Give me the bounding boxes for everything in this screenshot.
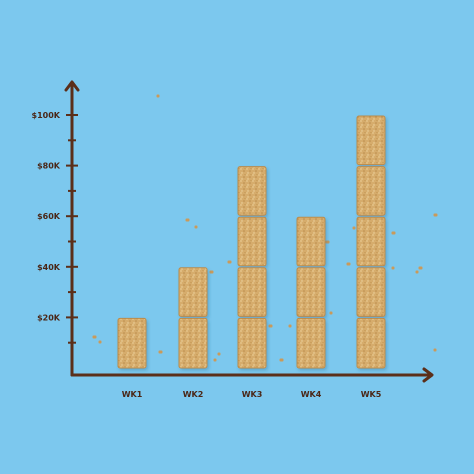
crumb bbox=[288, 324, 292, 328]
crumb bbox=[194, 225, 198, 229]
crumb bbox=[227, 260, 232, 264]
bar-segment bbox=[356, 216, 386, 267]
x-tick-label: WK3 bbox=[242, 390, 263, 399]
bar-segment bbox=[356, 267, 386, 317]
crumb bbox=[391, 266, 395, 270]
bar-wk2 bbox=[178, 267, 208, 369]
crumb bbox=[391, 231, 396, 235]
bar-segment bbox=[237, 216, 267, 267]
x-tick-label: WK5 bbox=[361, 390, 382, 399]
x-tick-label: WK1 bbox=[122, 390, 143, 399]
crumb bbox=[433, 348, 437, 352]
y-axis-ticks: $20K $40K $60K $80K $100K bbox=[32, 111, 78, 344]
bar-wk1 bbox=[117, 317, 147, 369]
bar-segment bbox=[237, 166, 267, 216]
crumb bbox=[415, 270, 419, 274]
y-axis-arrow-icon bbox=[64, 80, 80, 92]
crumb bbox=[268, 324, 273, 328]
y-tick-label: $40K bbox=[37, 263, 61, 272]
crumb bbox=[279, 358, 284, 362]
x-tick-label: WK4 bbox=[301, 390, 322, 399]
bars bbox=[117, 115, 386, 369]
bar-segment bbox=[117, 317, 147, 369]
crumb bbox=[346, 262, 351, 266]
crumb bbox=[217, 352, 221, 356]
bar-segment bbox=[178, 317, 208, 369]
bar-segment bbox=[178, 267, 208, 317]
bar-segment bbox=[356, 166, 386, 216]
y-tick-label: $80K bbox=[37, 162, 61, 171]
x-axis-labels: WK1 WK2 WK3 WK4 WK5 bbox=[122, 390, 382, 399]
axes bbox=[64, 80, 434, 383]
crumb bbox=[158, 350, 163, 354]
crumb bbox=[418, 266, 423, 270]
bar-segment bbox=[296, 216, 326, 267]
crumb bbox=[185, 218, 190, 222]
crumb bbox=[98, 340, 102, 344]
crumb bbox=[433, 213, 438, 217]
crumb bbox=[329, 311, 333, 315]
bar-wk3 bbox=[237, 166, 267, 369]
bar-segment bbox=[237, 317, 267, 369]
crumb bbox=[156, 94, 160, 98]
bar-segment bbox=[356, 115, 386, 166]
bar-segment bbox=[296, 267, 326, 317]
crumb bbox=[213, 358, 217, 362]
x-axis-arrow-icon bbox=[422, 367, 434, 383]
crumb bbox=[352, 226, 356, 230]
crumb bbox=[325, 240, 330, 244]
crumb bbox=[209, 270, 214, 274]
bar-wk5 bbox=[356, 115, 386, 369]
y-tick-label: $20K bbox=[37, 313, 61, 322]
y-tick-label: $60K bbox=[37, 212, 61, 221]
crumb bbox=[92, 335, 97, 339]
x-tick-label: WK2 bbox=[183, 390, 204, 399]
bar-segment bbox=[237, 267, 267, 317]
bar-segment bbox=[356, 317, 386, 369]
y-tick-label: $100K bbox=[32, 111, 61, 120]
bar-segment bbox=[296, 317, 326, 369]
bar-wk4 bbox=[296, 216, 326, 369]
